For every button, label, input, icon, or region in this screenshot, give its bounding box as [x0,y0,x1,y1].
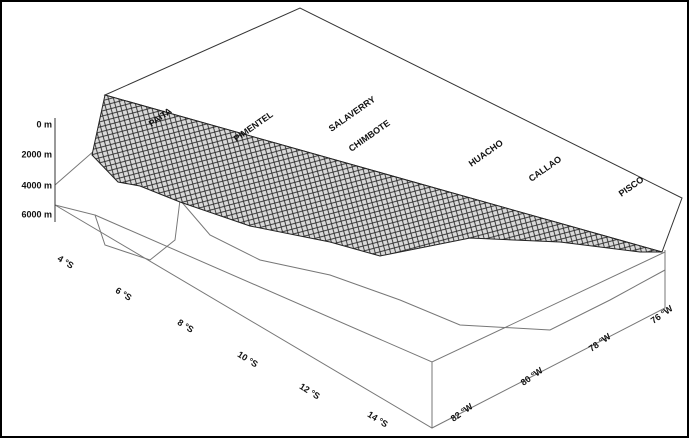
depth-label: 0 m [36,119,52,129]
depth-label: 2000 m [21,149,52,159]
depth-label: 4000 m [21,180,52,190]
box-bottom [54,204,666,429]
seafloor-profile [179,199,666,331]
box-top [94,214,666,363]
depth-label: 6000 m [21,209,52,219]
mesh-surface [91,94,663,257]
